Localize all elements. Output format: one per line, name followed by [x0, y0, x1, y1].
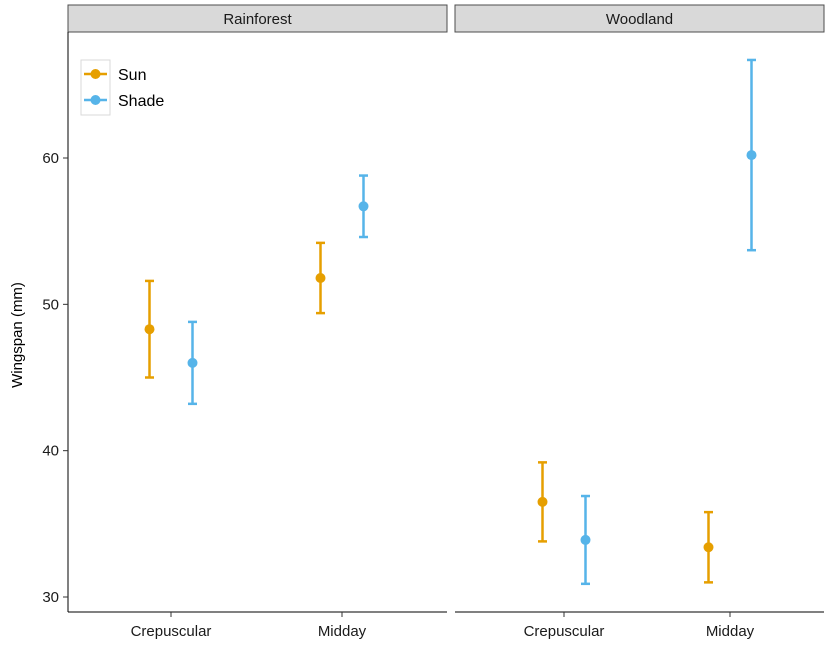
x-tick-label: Crepuscular	[524, 623, 605, 640]
x-tick-label: Crepuscular	[131, 623, 212, 640]
legend-label: Sun	[118, 67, 146, 84]
point-marker	[187, 357, 198, 368]
legend: Sun Shade	[80, 59, 164, 116]
legend-item-shade: Shade	[84, 93, 164, 110]
facet-panel-woodland: Woodland Crepuscular Midday	[454, 4, 825, 640]
y-tick-label: 50	[42, 296, 59, 313]
facets-layer: Rainforest Crepuscular Midday Woodland Crepu…	[67, 4, 825, 640]
data-point-shade	[580, 494, 591, 586]
point-marker	[703, 542, 714, 553]
x-tick-label: Midday	[318, 623, 367, 640]
legend-label: Shade	[118, 93, 164, 110]
y-tick-label: 60	[42, 150, 59, 167]
legend-marker	[90, 95, 101, 105]
point-marker	[358, 201, 369, 212]
facet-strip	[67, 4, 448, 33]
point-marker	[580, 534, 591, 545]
facet-strip-label: Woodland	[606, 11, 673, 28]
data-point-sun	[703, 510, 714, 584]
legend-key-box	[80, 59, 111, 116]
facet-strip-label: Rainforest	[223, 11, 292, 28]
point-marker	[144, 324, 155, 335]
y-tick-label: 40	[42, 443, 59, 460]
y-tick-label: 30	[42, 589, 59, 606]
facet-panel-rainforest: Rainforest Crepuscular Midday	[67, 4, 448, 640]
data-point-shade	[187, 320, 198, 406]
x-tick-label: Midday	[706, 623, 755, 640]
data-point-sun	[537, 461, 548, 543]
y-axis: 30 40 50 60	[42, 32, 69, 612]
point-marker	[746, 150, 757, 161]
point-marker	[315, 272, 326, 283]
y-axis-title: Wingspan (mm)	[9, 282, 26, 388]
legend-marker	[90, 69, 101, 79]
data-point-sun	[144, 279, 155, 379]
facet-strip	[454, 4, 825, 33]
data-point-sun	[315, 241, 326, 315]
legend-item-sun: Sun	[84, 67, 146, 84]
point-marker	[537, 496, 548, 507]
data-point-shade	[358, 174, 369, 239]
data-point-shade	[746, 58, 757, 252]
